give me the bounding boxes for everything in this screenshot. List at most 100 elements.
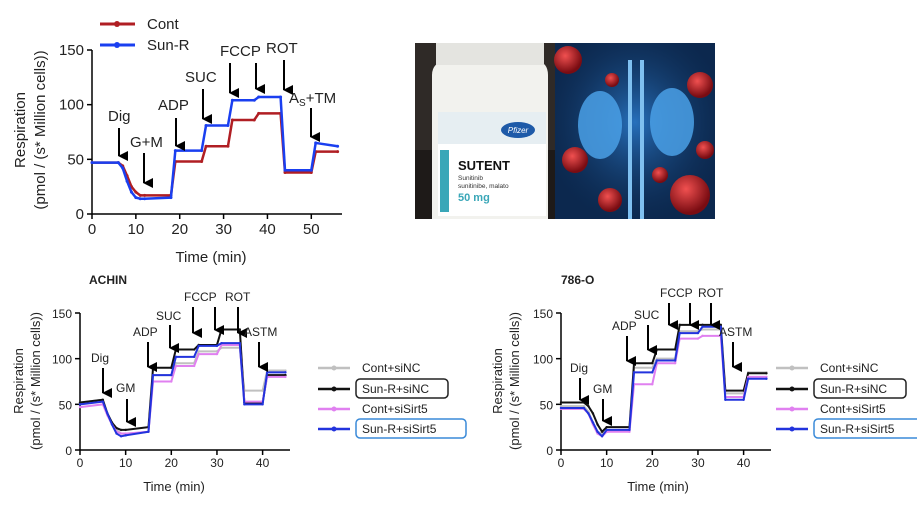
pfizer-logo [501,122,535,138]
data-point-sun-r-sisirt5 [673,359,677,362]
x-tick-label: 30 [691,456,705,470]
data-point-sun-r-sisirt5 [742,398,745,401]
data-point-sun-r-sisirt5 [596,430,599,433]
data-point-sun-r [129,190,133,194]
x-tick-label: 20 [165,456,179,470]
legend-marker [789,426,795,432]
x-tick-label: 10 [600,456,614,470]
legend-label-sunr: Sun-R [147,37,190,54]
data-point-sun-r-sisirt5 [106,412,109,415]
data-point-cont-sisirt5 [119,432,123,435]
series-line-sun-r-sinc [79,328,286,431]
data-point-sun-r-sinc [284,373,287,377]
data-point-sun-r-sisirt5 [582,406,586,410]
cancer-cells [554,46,714,215]
data-point-cont [309,170,313,174]
annot-achin-fccp: FCCP [184,290,217,304]
bottle-line1: Sunitinib [458,175,483,182]
kidney-right [650,88,694,156]
data-point-sun-r-sinc [101,398,105,401]
annot-786o-dig: Dig [570,361,588,375]
x-axis-label-achin: Time (min) [143,479,205,494]
data-point-cont-sisirt5 [284,375,287,379]
legend-highlight-box [813,378,907,399]
legend-label: Sun-R+siNC [820,382,887,396]
data-point-sun-r-sinc [582,401,586,404]
legend-marker [789,386,795,392]
legend-marker [331,365,337,371]
data-point-cont-sisirt5 [124,432,127,435]
x-tick-label: 20 [171,221,188,238]
data-point-sun-r-sisirt5 [197,344,200,348]
y-tick-label: 50 [59,398,73,412]
data-point-sun-r [90,161,94,165]
data-point-sun-r-sisirt5 [119,435,123,438]
photo-sutent-kidneys: Pfizer SUTENT Sunitinib sunitinibe, mala… [415,43,715,219]
data-point-sun-r-sinc [220,328,223,331]
data-point-cont-sinc [655,357,659,360]
legend-label: Sun-R+siNC [362,382,429,396]
chart-achin: ACHIN 0 50 100 150 0 10 20 30 40 Time (min) Resp… [11,273,467,494]
x-tick-label: 10 [119,456,133,470]
data-point-cont-sisirt5 [197,352,200,356]
data-point-sun-r-sisirt5 [719,325,722,328]
data-point-sun-r-sinc [600,430,604,433]
data-point-sun-r [204,123,208,127]
chart-title-achin: ACHIN [89,273,127,287]
annot-astm-s: S [299,98,306,109]
data-point-sun-r-sinc [632,362,636,365]
legend-highlight-box [355,418,467,439]
legend-marker [331,386,337,392]
annot-achin-adp: ADP [133,325,158,339]
x-tick-label: 0 [558,456,565,470]
x-tick-label: 50 [303,221,320,238]
y-tick-label: 100 [59,97,84,114]
legend-label: Sun-R+siSirt5 [820,422,895,436]
data-point-cont-sinc [261,389,264,392]
data-point-sun-r [125,179,129,183]
data-point-sun-r [314,141,318,145]
data-point-sun-r-sisirt5 [220,341,223,345]
x-tick-label: 0 [88,221,96,238]
data-point-sun-r-sinc [559,401,563,404]
data-point-cont-sisirt5 [701,334,704,338]
annot-achin-rot: ROT [225,290,251,304]
data-point-sun-r-sisirt5 [147,430,150,433]
y-tick-label: 150 [533,307,553,321]
annot-adp: ADP [158,97,189,114]
data-point-cont-sinc [197,350,200,353]
data-point-sun-r [116,161,120,165]
data-point-sun-r-sisirt5 [678,331,681,335]
data-point-cont-sisirt5 [673,362,677,365]
data-point-sun-r [200,149,204,153]
data-point-sun-r-sisirt5 [701,325,704,328]
data-point-sun-r-sinc [701,323,704,327]
data-point-sun-r-sisirt5 [238,341,241,345]
y-axis-label-achin-line1: Respiration [11,348,26,414]
y-tick-label: 0 [65,444,72,458]
data-point-sun-r-sisirt5 [591,421,595,424]
data-point-cont-sinc [284,369,287,372]
data-point-sun-r [279,95,283,99]
series-line-sun-r-sisirt5 [79,342,286,438]
data-point-sun-r-sinc [170,366,173,369]
annot-fccp: FCCP [220,43,261,60]
data-point-cont [134,190,138,194]
data-point-sun-r-sisirt5 [632,371,636,374]
legend-marker [789,365,795,371]
data-point-sun-r [121,166,125,170]
legend-marker [789,406,795,412]
annot-786o-astm: ASTM [719,325,752,339]
data-point-sun-r [283,168,287,172]
y-tick-label: 100 [52,353,72,367]
legend-highlight-box [813,418,917,439]
data-point-sun-r-sinc [746,372,750,375]
data-point-sun-r-sinc [673,348,677,351]
data-point-sun-r-sinc [174,348,178,351]
data-point-sun-r-sisirt5 [765,377,768,380]
data-point-sun-r-sinc [115,426,118,430]
x-tick-label: 10 [128,221,145,238]
data-point-sun-r-sisirt5 [151,373,155,377]
annotations-786o: Dig GM ADP SUC FCCP ROT ASTM [570,286,752,426]
y-tick-label: 150 [59,42,84,59]
